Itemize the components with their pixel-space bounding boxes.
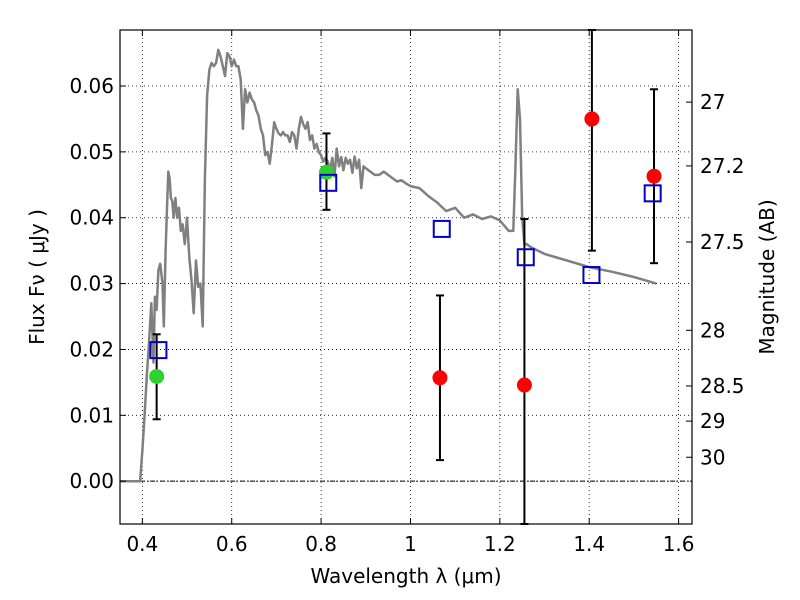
plot-background (120, 30, 692, 524)
y-tick-label: 0.02 (69, 337, 114, 361)
x-axis-ticks: 0.4 0.6 0.8 1 1.2 1.4 1.6 (126, 30, 695, 556)
data-point-circle (432, 370, 448, 386)
data-point-circle (516, 377, 532, 393)
y-tick-label: 0.06 (69, 74, 114, 98)
x-tick-label: 1 (404, 532, 417, 556)
y2-axis-ticks: 27 27.2 27.5 28 28.5 29 30 (686, 90, 745, 469)
x-tick-label: 0.8 (305, 532, 337, 556)
data-point-square (432, 219, 451, 238)
x-tick-label: 0.6 (216, 532, 248, 556)
y-tick-label: 0.04 (69, 206, 114, 230)
plot-frame (119, 29, 693, 525)
spectrum-line (120, 48, 657, 483)
model-spectrum (120, 48, 657, 483)
x-tick-label: 1.6 (663, 532, 695, 556)
data-point-circle (584, 111, 600, 127)
y2-tick-label: 30 (700, 445, 725, 469)
data-point-circle (318, 164, 334, 180)
y2-tick-label: 29 (700, 409, 725, 433)
y-tick-label: 0.05 (69, 140, 114, 164)
data-point-circle (646, 168, 662, 184)
y-tick-label: 0.03 (69, 272, 114, 296)
y-tick-label: 0.01 (69, 403, 114, 427)
data-point-square (319, 173, 338, 192)
data-point-square (582, 266, 601, 285)
y2-tick-label: 28 (700, 318, 725, 342)
y2-tick-label: 27 (700, 90, 725, 114)
y2-tick-label: 27.5 (700, 230, 745, 254)
y-axis-label: Flux Fν ( μJy ) (25, 209, 49, 345)
data-markers (149, 111, 662, 393)
x-tick-label: 0.4 (126, 532, 158, 556)
y-axis-ticks: 0.00 0.01 0.02 0.03 0.04 0.05 0.06 (69, 74, 126, 493)
data-point-square (149, 341, 168, 360)
data-point-circle (149, 368, 165, 384)
x-tick-label: 1.4 (573, 532, 605, 556)
y2-axis-label: Magnitude (AB) (755, 199, 779, 354)
data-point-square (516, 248, 535, 267)
data-point-square (643, 184, 662, 203)
y2-tick-label: 27.2 (700, 154, 745, 178)
y2-tick-label: 28.5 (700, 374, 745, 398)
x-axis-label: Wavelength λ (μm) (310, 564, 501, 588)
x-tick-label: 1.2 (484, 532, 516, 556)
y-tick-label: 0.00 (69, 469, 114, 493)
